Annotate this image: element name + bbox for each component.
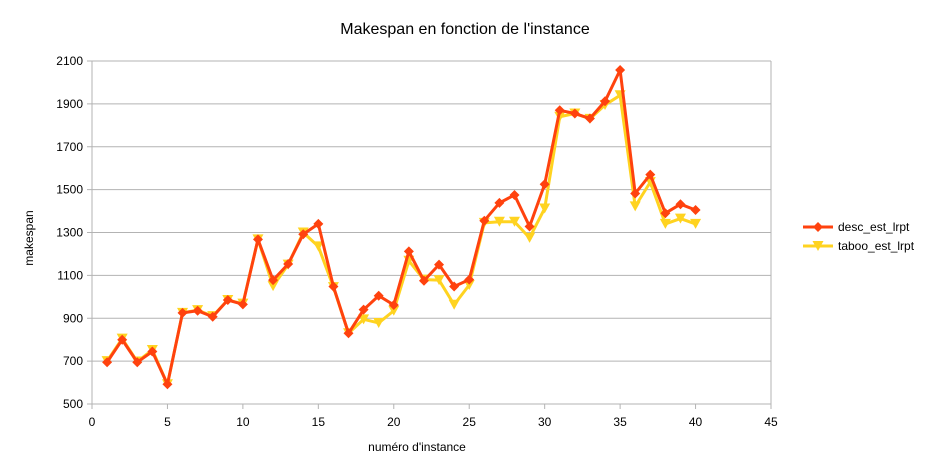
gridlines bbox=[92, 60, 771, 405]
data-point bbox=[358, 314, 370, 325]
data-point bbox=[539, 179, 550, 190]
data-point bbox=[690, 204, 701, 215]
data-point bbox=[494, 197, 505, 208]
data-point bbox=[508, 216, 520, 227]
data-point bbox=[448, 299, 460, 310]
legend-label: taboo_est_lrpt bbox=[838, 239, 915, 253]
data-point bbox=[600, 96, 611, 107]
legend-label: desc_est_lrpt bbox=[838, 220, 910, 234]
data-point bbox=[117, 334, 128, 345]
data-point bbox=[132, 357, 143, 368]
data-point bbox=[313, 218, 324, 229]
data-point bbox=[373, 317, 385, 328]
data-point bbox=[674, 213, 686, 224]
series-desc_est_lrpt bbox=[102, 65, 701, 390]
y-tick-label: 900 bbox=[63, 311, 83, 325]
data-point bbox=[147, 346, 158, 357]
data-point bbox=[630, 188, 641, 199]
data-point bbox=[464, 274, 475, 285]
data-point bbox=[328, 281, 339, 292]
data-point bbox=[675, 199, 686, 210]
data-point bbox=[222, 295, 233, 306]
x-tick-label: 45 bbox=[764, 415, 778, 429]
y-tick-label: 700 bbox=[63, 354, 83, 368]
chart-title: Makespan en fonction de l'instance bbox=[340, 21, 590, 38]
y-tick-label: 1500 bbox=[56, 183, 83, 197]
y-tick-label: 1900 bbox=[56, 97, 83, 111]
data-point bbox=[388, 299, 399, 310]
x-tick-label: 0 bbox=[89, 415, 96, 429]
data-point bbox=[312, 241, 324, 252]
data-point bbox=[660, 208, 671, 219]
x-tick-label: 35 bbox=[613, 415, 627, 429]
data-point bbox=[659, 218, 671, 229]
y-tick-label: 1700 bbox=[56, 140, 83, 154]
data-point bbox=[509, 189, 520, 200]
y-tick-label: 500 bbox=[63, 397, 83, 411]
data-point bbox=[207, 311, 218, 322]
y-tick-label: 2100 bbox=[56, 54, 83, 68]
data-point bbox=[343, 328, 354, 339]
legend-entry-taboo_est_lrpt: taboo_est_lrpt bbox=[803, 239, 915, 253]
data-point bbox=[237, 299, 248, 310]
data-point bbox=[690, 218, 702, 229]
data-point bbox=[645, 169, 656, 180]
x-tick-label: 40 bbox=[689, 415, 703, 429]
legend: desc_est_lrpt taboo_est_lrpt bbox=[803, 220, 915, 253]
data-point bbox=[629, 201, 641, 212]
legend-marker bbox=[812, 241, 824, 251]
data-point bbox=[584, 113, 595, 124]
series-taboo_est_lrpt bbox=[101, 90, 702, 390]
data-point bbox=[192, 305, 203, 316]
data-point bbox=[433, 275, 445, 286]
data-point bbox=[524, 232, 536, 243]
legend-marker bbox=[813, 222, 823, 232]
legend-entry-desc_est_lrpt: desc_est_lrpt bbox=[803, 220, 910, 234]
data-point bbox=[554, 105, 565, 116]
data-point bbox=[434, 259, 445, 270]
data-point bbox=[403, 246, 414, 257]
data-point bbox=[177, 307, 188, 318]
data-point bbox=[298, 229, 309, 240]
series bbox=[101, 65, 702, 390]
data-point bbox=[449, 281, 460, 292]
y-axis-label: makespan bbox=[22, 210, 36, 265]
data-point bbox=[569, 108, 580, 119]
y-tick-label: 1300 bbox=[56, 226, 83, 240]
data-point bbox=[252, 234, 263, 245]
x-tick-label: 25 bbox=[463, 415, 477, 429]
data-point bbox=[373, 290, 384, 301]
data-point bbox=[524, 221, 535, 232]
y-tick-labels: 500 700 900 1100 1300 1500 1700 1900 2100 bbox=[56, 54, 83, 411]
x-tick-labels: 0 5 10 15 20 25 30 35 40 45 bbox=[89, 415, 778, 429]
data-point bbox=[615, 65, 626, 76]
x-tick-label: 10 bbox=[236, 415, 250, 429]
series-line-desc_est_lrpt bbox=[105, 68, 697, 386]
series-line-taboo_est_lrpt bbox=[105, 93, 697, 386]
data-point bbox=[267, 281, 279, 292]
data-point bbox=[479, 215, 490, 226]
data-point bbox=[283, 259, 294, 270]
data-point bbox=[162, 379, 173, 390]
data-point bbox=[539, 203, 551, 214]
data-point bbox=[102, 357, 113, 368]
x-tick-label: 15 bbox=[312, 415, 326, 429]
data-point bbox=[418, 275, 429, 286]
x-axis-label: numéro d'instance bbox=[368, 440, 466, 454]
x-tick-label: 30 bbox=[538, 415, 552, 429]
data-point bbox=[358, 304, 369, 315]
data-point bbox=[388, 305, 400, 316]
axes bbox=[87, 60, 772, 409]
data-point bbox=[493, 216, 505, 227]
x-tick-label: 5 bbox=[164, 415, 171, 429]
data-point bbox=[268, 275, 279, 286]
x-tick-label: 20 bbox=[387, 415, 401, 429]
y-tick-label: 1100 bbox=[57, 268, 83, 282]
